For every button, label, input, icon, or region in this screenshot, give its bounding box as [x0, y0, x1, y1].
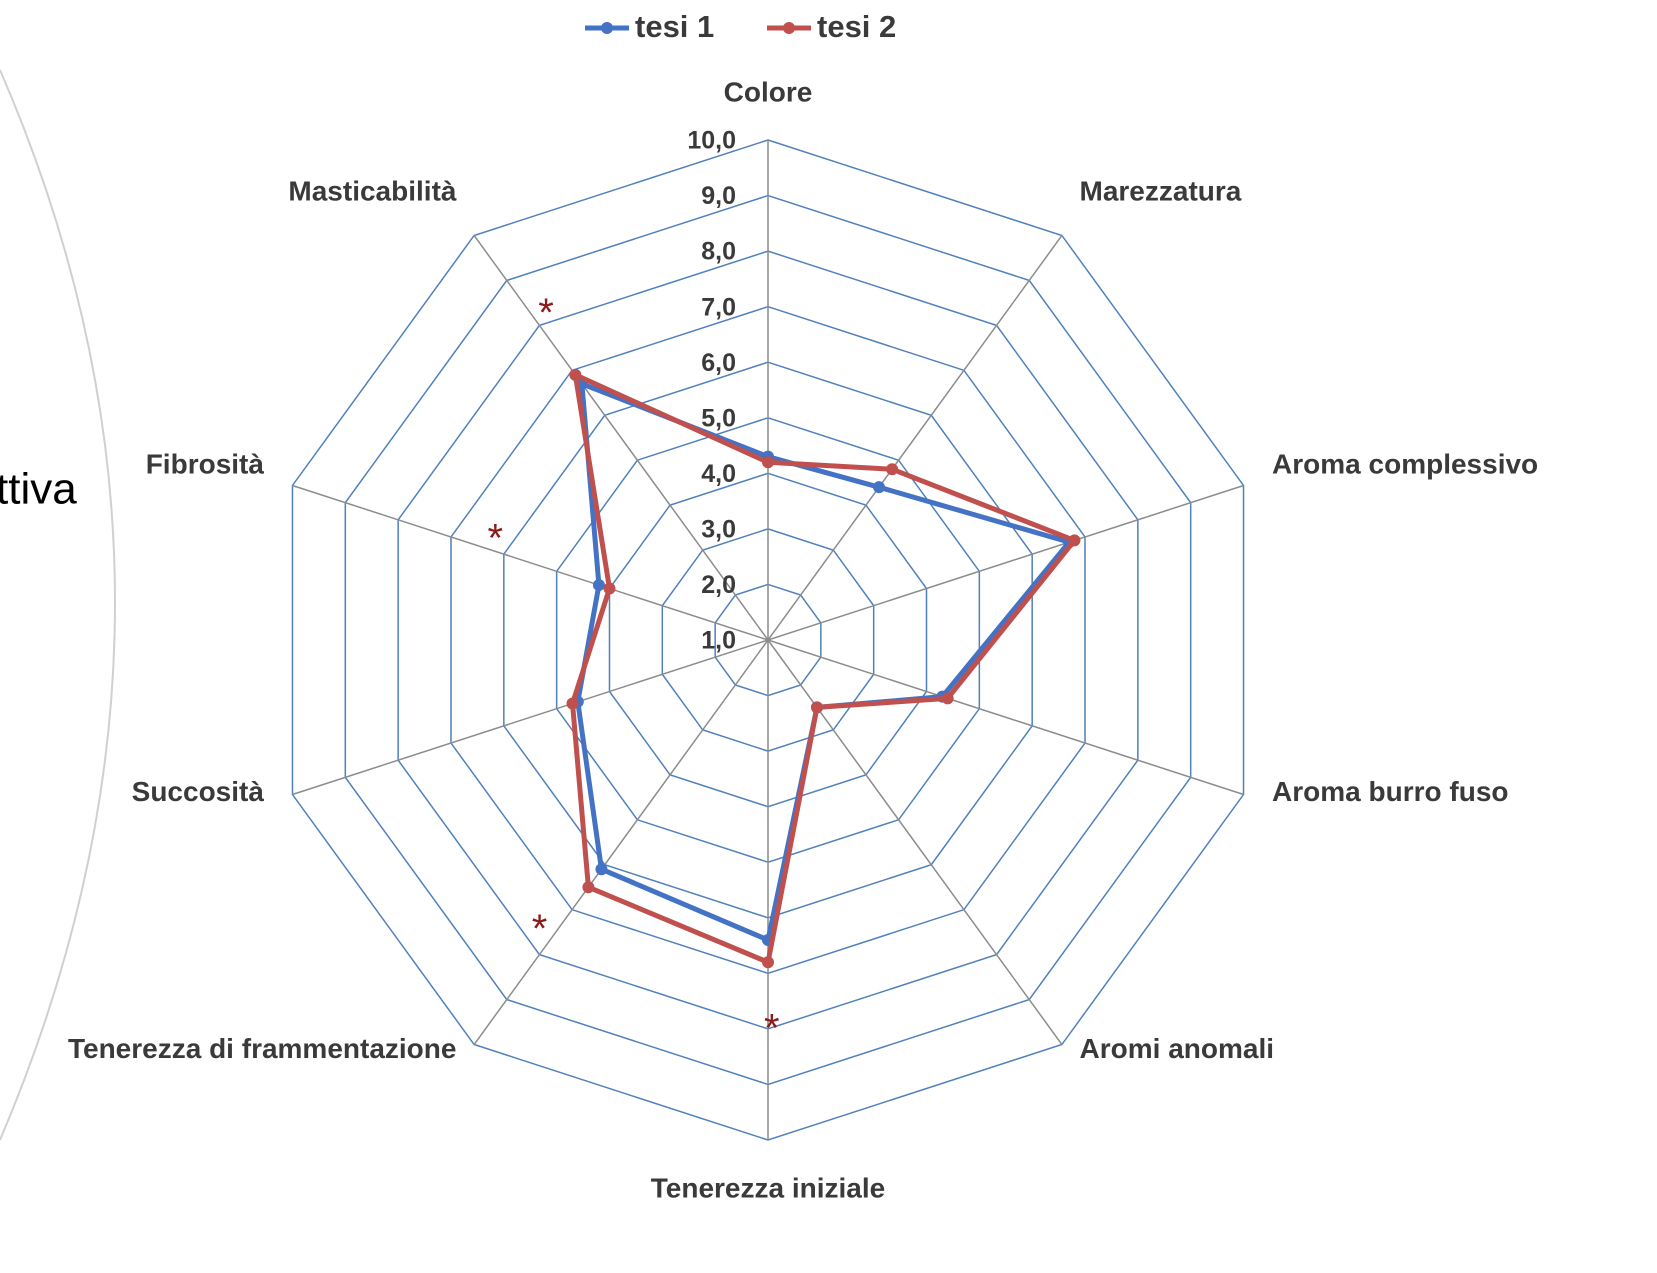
series-point [603, 582, 616, 595]
y-tick-label: 5,0 [701, 404, 736, 432]
spoke [473, 639, 769, 1045]
y-tick-label: 2,0 [701, 571, 736, 599]
spoke [473, 235, 769, 641]
y-tick-label: 4,0 [701, 460, 736, 488]
y-tick-label: 7,0 [701, 293, 736, 321]
spoke [292, 484, 769, 641]
category-label: Aroma complessivo [1272, 449, 1538, 480]
series-point [592, 579, 605, 592]
legend-marker [783, 22, 795, 34]
series-point [762, 456, 774, 469]
series-point [873, 481, 886, 494]
y-tick-label: 9,0 [701, 182, 736, 210]
side-text: ttiva [0, 465, 77, 514]
series-line [570, 372, 1077, 965]
spoke [767, 235, 1063, 641]
y-tick-label: 3,0 [701, 515, 736, 543]
category-label: Tenerezza iniziale [651, 1172, 885, 1203]
significance-mark: * [764, 1007, 780, 1051]
series-point [566, 697, 579, 710]
category-label: Masticabilità [288, 176, 456, 207]
category-label: Marezzatura [1080, 176, 1242, 207]
series-point [886, 463, 899, 476]
series-point [941, 692, 954, 705]
series-point [762, 956, 774, 969]
significance-mark: * [538, 291, 554, 335]
spoke [767, 639, 1244, 796]
legend-marker [601, 22, 613, 34]
series-point [595, 863, 608, 876]
slide-arc [0, 69, 116, 1141]
legend-label: tesi 2 [817, 9, 896, 44]
spoke [292, 639, 769, 796]
significance-mark: * [487, 516, 503, 560]
y-tick-label: 10,0 [687, 127, 736, 155]
category-label: Colore [724, 76, 813, 107]
y-tick-label: 1,0 [701, 627, 736, 655]
series-point [569, 368, 582, 381]
y-tick-label: 6,0 [701, 349, 736, 377]
category-label: Fibrosità [146, 449, 265, 480]
category-label: Tenerezza di frammentazione [68, 1033, 456, 1064]
category-label: Aromi anomali [1080, 1033, 1274, 1064]
series-point [810, 701, 823, 714]
series-point [582, 881, 595, 894]
series-point [1068, 534, 1081, 547]
legend-label: tesi 1 [635, 9, 714, 44]
y-tick-label: 8,0 [701, 238, 736, 266]
spoke [767, 484, 1244, 641]
category-label: Aroma burro fuso [1272, 776, 1508, 807]
significance-mark: * [532, 907, 548, 951]
category-label: Succosità [132, 776, 265, 807]
